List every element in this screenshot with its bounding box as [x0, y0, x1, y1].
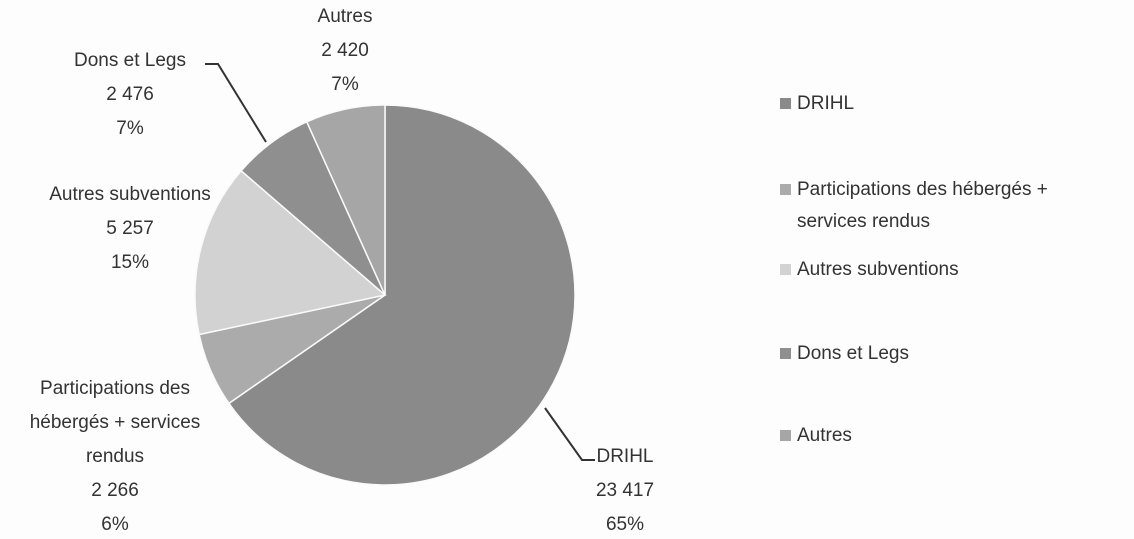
- legend-swatch: [780, 98, 791, 109]
- data-label: Dons et Legs 2 476 7%: [40, 44, 220, 146]
- legend-item: Autres: [780, 420, 1090, 452]
- legend-label: DRIHL: [797, 93, 855, 114]
- label-name: Participations des hébergés + services r…: [29, 378, 201, 467]
- label-percent: 6%: [101, 514, 129, 535]
- data-label: DRIHL 23 417 65%: [560, 440, 690, 539]
- label-name: DRIHL: [596, 446, 654, 467]
- leader-line: [205, 63, 267, 143]
- slice: [194, 169, 387, 336]
- legend-item: Participations des hébergés + services r…: [780, 174, 1090, 238]
- legend-swatch: [780, 348, 791, 359]
- label-percent: 7%: [116, 118, 144, 139]
- label-percent: 15%: [110, 252, 150, 273]
- label-name: Autres: [317, 6, 373, 27]
- legend-label: Autres subventions: [797, 259, 959, 280]
- legend-item: Dons et Legs: [780, 338, 1090, 370]
- leader-line: [544, 407, 595, 461]
- label-percent: 65%: [605, 514, 645, 535]
- slice: [305, 104, 386, 296]
- legend-swatch: [780, 184, 791, 195]
- label-value: 5 257: [106, 218, 154, 239]
- data-label: Autres 2 420 7%: [280, 0, 410, 102]
- slice: [227, 104, 576, 486]
- slices: [194, 104, 576, 486]
- legend-label: Autres: [797, 425, 852, 446]
- label-value: 2 420: [321, 40, 369, 61]
- label-percent: 7%: [331, 74, 359, 95]
- legend-label: Dons et Legs: [797, 343, 909, 364]
- label-name: Dons et Legs: [74, 50, 186, 71]
- legend-swatch: [780, 264, 791, 275]
- legend-label: Participations des hébergés + services r…: [797, 179, 1048, 232]
- data-label: Autres subventions 5 257 15%: [10, 178, 250, 280]
- legend-item: DRIHL: [780, 88, 1090, 120]
- label-value: 23 417: [595, 480, 655, 501]
- label-name: Autres subventions: [49, 184, 211, 205]
- legend-swatch: [780, 430, 791, 441]
- label-value: 2 266: [91, 480, 139, 501]
- label-value: 2 476: [106, 84, 154, 105]
- data-label: Participations des hébergés + services r…: [10, 372, 220, 539]
- legend-item: Autres subventions: [780, 254, 1090, 286]
